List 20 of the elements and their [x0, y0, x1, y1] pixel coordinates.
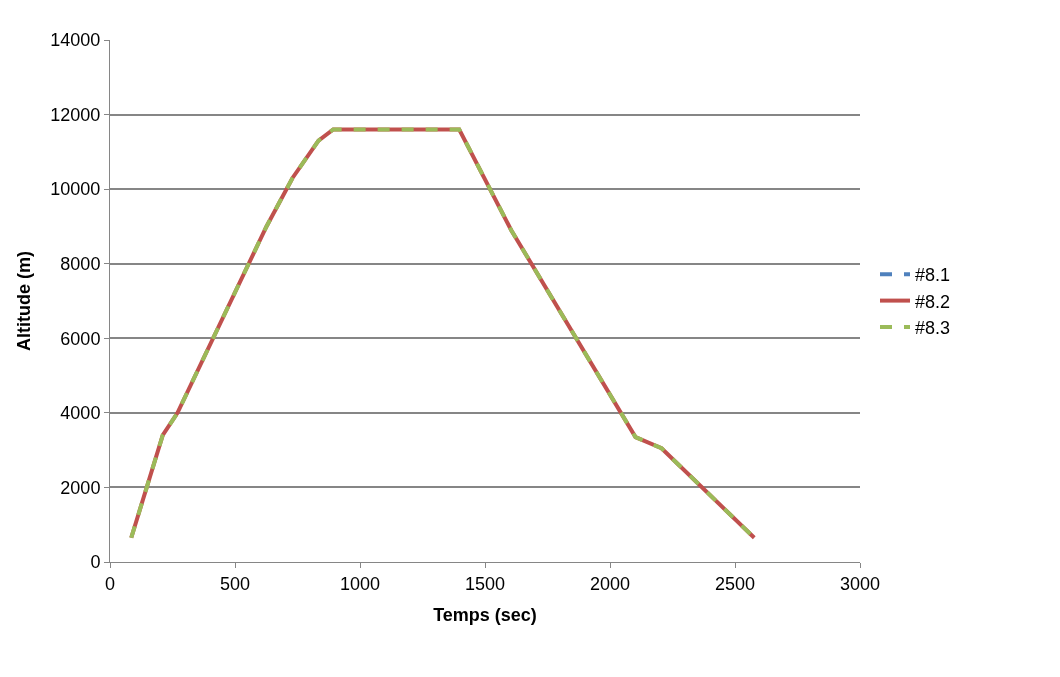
- y-tick-label: 8000: [60, 254, 101, 275]
- y-tick-label: 4000: [60, 403, 101, 424]
- x-tick-label: 3000: [839, 573, 881, 594]
- y-axis-title: Altitude (m): [13, 251, 34, 351]
- legend-label: #8.3: [915, 318, 951, 339]
- y-tick-label: 10000: [50, 179, 101, 200]
- x-tick-label: 2500: [714, 573, 756, 594]
- y-tick-label: 2000: [60, 477, 101, 498]
- y-tick-label: 0: [90, 552, 101, 573]
- legend-label: #8.1: [915, 265, 951, 286]
- x-tick-label: 500: [219, 573, 251, 594]
- x-tick-label: 0: [104, 573, 116, 594]
- y-tick-label: 12000: [50, 104, 101, 125]
- y-tick-label: 6000: [60, 328, 101, 349]
- x-axis-title: Temps (sec): [433, 604, 537, 625]
- x-tick-label: 1500: [464, 573, 506, 594]
- x-tick-label: 1000: [339, 573, 381, 594]
- y-tick-label: 14000: [50, 30, 101, 51]
- x-tick-label: 2000: [589, 573, 631, 594]
- legend-label: #8.2: [915, 291, 951, 312]
